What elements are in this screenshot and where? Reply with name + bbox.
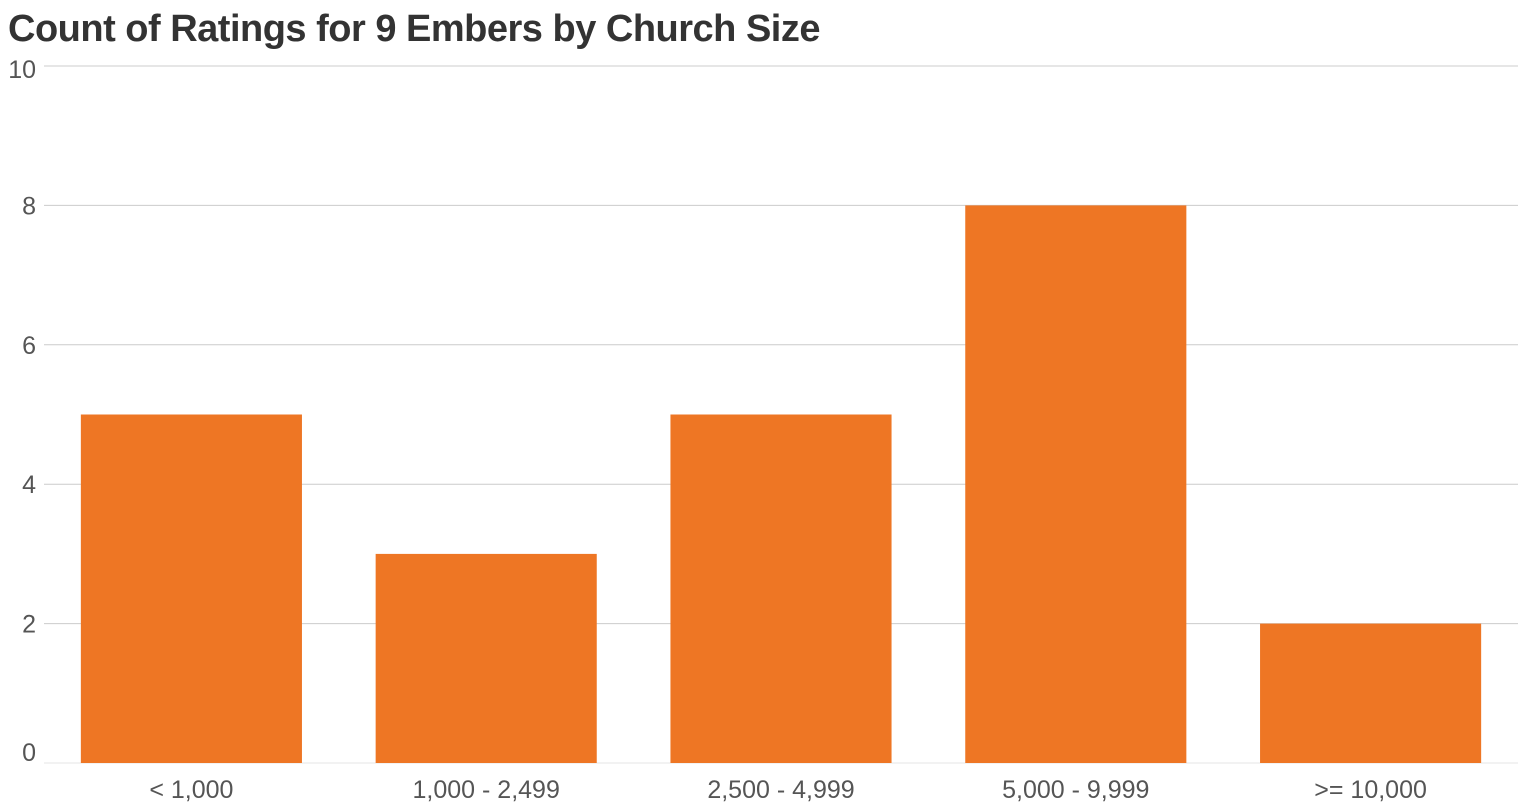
x-tick-label: >= 10,000 bbox=[1314, 776, 1427, 804]
y-tick-label: 8 bbox=[22, 192, 36, 220]
x-tick-label: < 1,000 bbox=[149, 776, 233, 804]
x-tick-label: 2,500 - 4,999 bbox=[707, 776, 854, 804]
y-tick-label: 10 bbox=[8, 56, 36, 84]
bar bbox=[965, 205, 1187, 763]
x-tick-label: 5,000 - 9,999 bbox=[1002, 776, 1149, 804]
bar bbox=[80, 414, 302, 763]
y-tick-label: 4 bbox=[22, 471, 36, 499]
x-tick-label: 1,000 - 2,499 bbox=[413, 776, 560, 804]
y-tick-label: 6 bbox=[22, 332, 36, 360]
bar bbox=[375, 553, 597, 763]
bar bbox=[670, 414, 892, 763]
y-tick-label: 2 bbox=[22, 611, 36, 639]
chart-title: Count of Ratings for 9 Embers by Church … bbox=[8, 8, 820, 50]
y-tick-label: 0 bbox=[22, 739, 36, 767]
y-axis-ticks: 0 2 4 6 8 10 bbox=[8, 56, 36, 767]
x-axis-ticks: < 1,000 1,000 - 2,499 2,500 - 4,999 5,000 -… bbox=[149, 776, 1427, 804]
bars bbox=[80, 205, 1482, 763]
bar bbox=[1260, 623, 1482, 763]
